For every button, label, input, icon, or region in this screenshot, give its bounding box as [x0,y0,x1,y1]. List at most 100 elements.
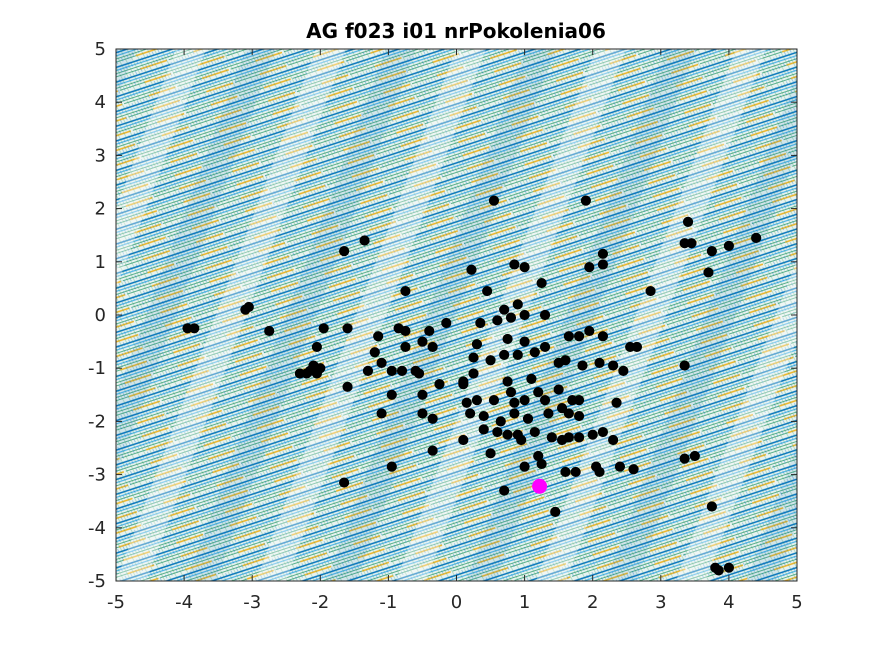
contour-band [816,49,881,581]
population-point [560,466,571,478]
population-point [539,395,551,406]
contour-band [676,259,797,581]
population-point [475,317,486,329]
population-point [614,461,626,472]
population-point [342,323,353,334]
population-point [400,325,411,337]
x-tick-label: 5 [791,592,802,613]
population-point [189,323,200,334]
population-point [689,450,700,462]
contour-band [116,49,346,581]
population-point [751,232,762,243]
y-tick-label: -3 [88,465,106,486]
population-point [682,216,694,227]
population-point [311,368,322,379]
population-point [465,408,476,419]
population-point [461,397,472,408]
population-point [628,464,639,475]
contour-band [0,49,66,581]
population-point [427,341,438,353]
scatter-points [182,195,762,576]
population-point [318,323,329,334]
y-tick-label: 5 [95,39,106,60]
x-tick-label: 4 [723,592,734,613]
population-point [526,373,537,384]
population-point [502,333,513,345]
population-point [679,453,690,464]
y-tick-label: 2 [95,199,106,220]
population-point [553,384,564,395]
x-tick-label: 2 [587,592,598,613]
population-point [301,368,312,379]
population-point [594,357,605,368]
population-point [488,195,500,206]
population-point [713,565,724,576]
population-point [597,259,609,270]
population-point [417,336,428,347]
population-point [587,429,598,440]
population-point [563,432,574,443]
population-point [539,309,551,321]
population-point [573,410,585,422]
population-point [509,397,520,408]
population-point [563,331,574,342]
y-tick-label: 3 [95,145,106,166]
population-point [466,264,477,275]
population-point [359,235,370,246]
population-point [369,347,380,358]
population-point [543,408,554,419]
population-point [723,562,735,573]
population-point [556,403,568,414]
x-tick-label: -4 [175,592,193,613]
population-point [505,387,517,398]
population-point [536,458,547,470]
population-point [584,325,595,337]
population-point [570,466,581,478]
population-point [373,331,384,342]
contour-band [116,49,206,289]
population-point [706,501,717,512]
population-point [512,349,523,360]
population-point [618,365,629,376]
y-tick-label: 4 [95,92,106,113]
population-point [573,395,585,406]
contour-band [326,49,556,581]
population-point [597,426,609,438]
population-point [468,368,479,379]
population-point [608,434,619,446]
population-point [264,325,275,337]
contour-band [116,49,136,103]
population-point [723,240,735,251]
y-axis-ticks: 5 4 3 2 1 0 -1 -2 -3 -4 -5 [88,39,797,592]
population-point [584,262,595,273]
population-point [573,331,585,342]
population-point [550,506,561,517]
y-tick-label: 0 [95,305,106,326]
population-point [533,387,544,398]
population-point [505,312,517,323]
population-point [522,413,534,424]
population-point [478,410,489,422]
population-point [577,360,588,371]
population-point [631,341,643,353]
population-point [386,461,397,472]
x-tick-label: 1 [519,592,530,613]
contour-band [536,49,766,581]
population-point [499,304,510,315]
y-tick-label: -2 [88,411,106,432]
population-point [536,277,547,289]
population-point [499,485,510,496]
contour-band [186,49,416,581]
population-point [362,365,374,376]
population-point [492,315,503,326]
contour-band [606,72,797,581]
x-tick-label: 0 [451,592,462,613]
population-point [563,408,574,419]
x-tick-label: 3 [655,592,666,613]
population-point [512,299,523,310]
population-point [519,262,530,273]
population-point [502,376,513,387]
population-point [499,349,510,360]
population-point [594,466,605,478]
population-point [546,432,557,443]
